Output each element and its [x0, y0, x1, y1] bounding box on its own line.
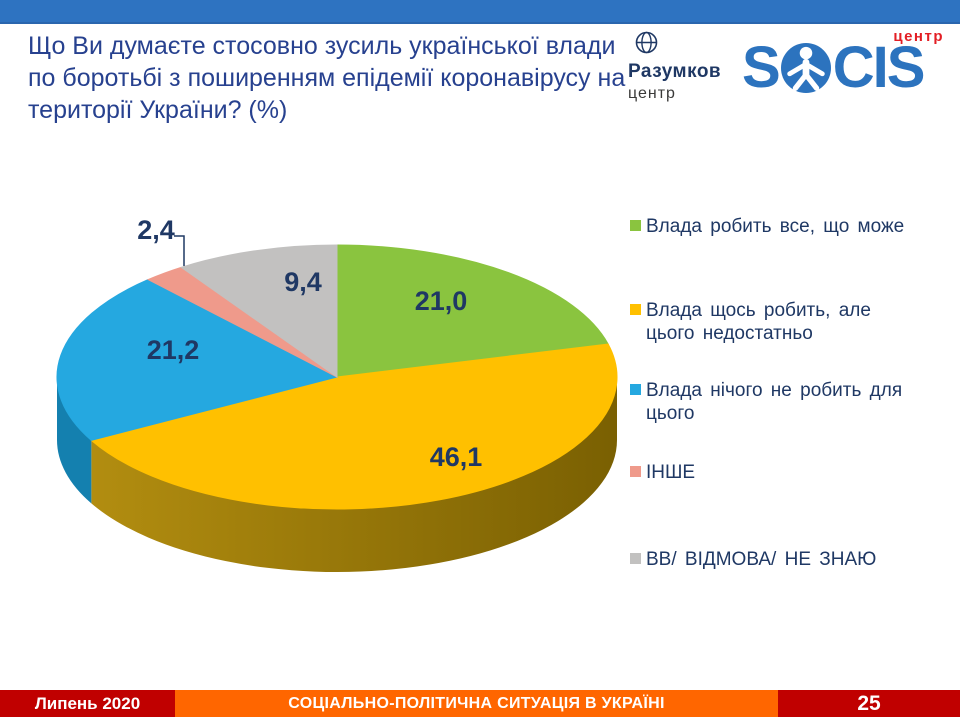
razumkov-subtitle: центр — [628, 85, 676, 102]
legend-item: ІНШЕ — [630, 461, 918, 484]
pie-slice-2 — [56, 279, 339, 441]
pie-slice-side — [57, 377, 92, 504]
globe-icon — [635, 31, 658, 54]
page-title-line-1: Що Ви думаєте стосовно зусиль українсько… — [28, 32, 616, 60]
page-title: Що Ви думаєте стосовно зусиль українсько… — [28, 30, 628, 126]
legend-label: Влада нічого не робить для цього — [646, 380, 903, 424]
socis-subtitle: центр — [893, 28, 944, 45]
page-title-line-3: території України? (%) — [28, 96, 288, 124]
legend-swatch — [630, 553, 641, 564]
socis-wordmark: S CIS — [742, 35, 926, 100]
razumkov-name: Разумков — [628, 61, 722, 82]
pie-slice-side — [91, 377, 618, 573]
socis-letters-cis: CIS — [832, 35, 926, 100]
legend-label: Влада щось робить, але цього недостатньо — [646, 300, 871, 344]
pie-value-label: 2,4 — [137, 215, 175, 245]
legend-label: ВВ/ ВІДМОВА/ НЕ ЗНАЮ — [646, 549, 877, 570]
pie-value-label: 46,1 — [430, 442, 483, 472]
label-leader-line — [174, 235, 185, 266]
pie-value-label: 9,4 — [284, 267, 322, 297]
legend-label: ІНШЕ — [646, 462, 696, 483]
socis-letter-s: S — [742, 35, 781, 100]
legend-swatch — [630, 466, 641, 477]
pie-slice-0 — [336, 244, 609, 378]
legend-item: ВВ/ ВІДМОВА/ НЕ ЗНАЮ — [630, 548, 918, 571]
razumkov-logo: Разумков центр — [628, 31, 768, 103]
pie-slice-1 — [90, 343, 618, 510]
header-bar — [0, 0, 960, 24]
legend-item: Влада нічого не робить для цього — [630, 379, 918, 425]
legend-label: Влада робить все, що може — [646, 216, 905, 237]
footer-subject: СОЦІАЛЬНО-ПОЛІТИЧНА СИТУАЦІЯ В УКРАЇНІ — [175, 690, 778, 717]
legend-item: Влада робить все, що може — [630, 215, 918, 238]
legend-swatch — [630, 220, 641, 231]
footer-date: Липень 2020 — [0, 690, 175, 717]
socis-logo: центр S CIS — [742, 26, 952, 98]
pie-slice-4 — [180, 244, 338, 378]
person-in-circle-icon — [780, 43, 831, 93]
legend-swatch — [630, 384, 641, 395]
legend-item: Влада щось робить, але цього недостатньо — [630, 299, 918, 345]
page-number: 25 — [778, 690, 960, 717]
pie-value-label: 21,0 — [415, 286, 468, 316]
pie-value-label: 21,2 — [147, 335, 200, 365]
footer-bar: Липень 2020 СОЦІАЛЬНО-ПОЛІТИЧНА СИТУАЦІЯ… — [0, 690, 960, 717]
page-title-line-2: по боротьбі з поширенням епідемії корона… — [28, 64, 626, 92]
legend-swatch — [630, 304, 641, 315]
